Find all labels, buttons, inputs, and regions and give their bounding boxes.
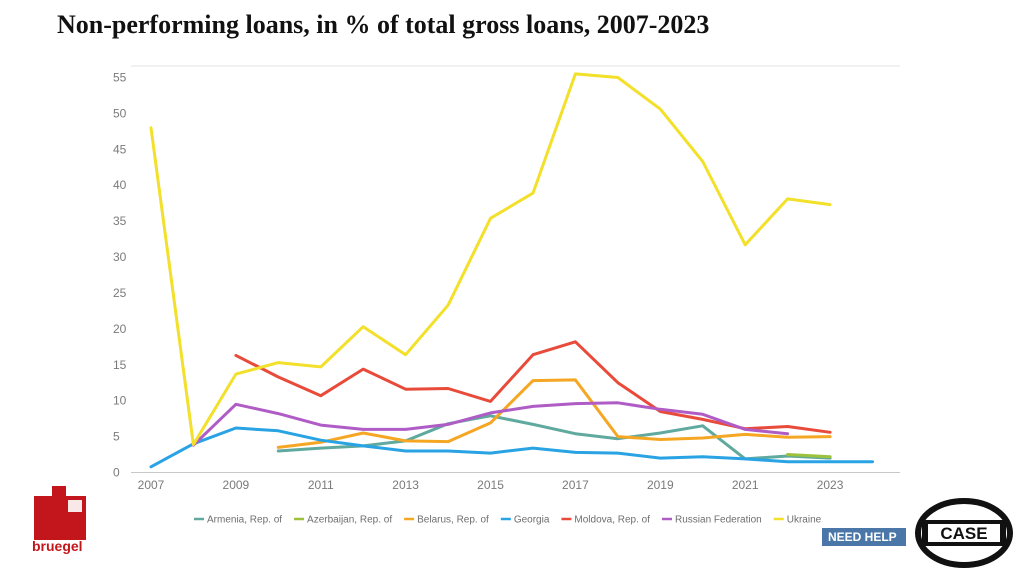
- series-line-belarus-rep-of: [276, 378, 832, 449]
- series-line-georgia: [149, 426, 874, 469]
- x-tick-label: 2011: [308, 478, 334, 492]
- bruegel-logo-text: bruegel: [32, 538, 83, 554]
- y-tick-label: 0: [113, 466, 120, 480]
- x-axis-ticks: 2007 2009 2011 2013 2015 2017 2019 2021 2023: [138, 478, 844, 492]
- x-tick-label: 2015: [477, 478, 504, 492]
- x-tick-label: 2007: [138, 478, 165, 492]
- x-tick-label: 2021: [732, 478, 759, 492]
- x-tick-label: 2009: [223, 478, 250, 492]
- legend-label: Armenia, Rep. of: [207, 515, 282, 526]
- chart-legend: Armenia, Rep. of Azerbaijan, Rep. of Belar…: [194, 515, 822, 526]
- legend-label: Azerbaijan, Rep. of: [307, 515, 392, 526]
- y-tick-label: 30: [113, 250, 127, 264]
- page-title: Non-performing loans, in % of total gros…: [57, 10, 710, 39]
- series-line-moldova-rep-of: [234, 340, 832, 434]
- y-tick-label: 20: [113, 322, 127, 336]
- x-tick-label: 2013: [392, 478, 419, 492]
- y-tick-label: 15: [113, 358, 127, 372]
- series-line-ukraine: [149, 72, 832, 446]
- series-line-russian-federation: [191, 401, 790, 447]
- y-tick-label: 35: [113, 214, 127, 228]
- series-lines: [149, 72, 874, 469]
- y-tick-label: 40: [113, 178, 127, 192]
- legend-label: Russian Federation: [675, 515, 762, 526]
- y-tick-label: 55: [113, 71, 127, 85]
- x-tick-label: 2019: [647, 478, 674, 492]
- y-axis-ticks: 0 5 10 15 20 25 30 35 40 45 50 55: [113, 71, 127, 480]
- legend-label: Belarus, Rep. of: [417, 515, 489, 526]
- series-line-azerbaijan-rep-of: [786, 453, 832, 459]
- y-tick-label: 5: [113, 430, 120, 444]
- x-tick-label: 2023: [817, 478, 844, 492]
- need-help-button[interactable]: NEED HELP: [822, 528, 906, 546]
- y-tick-label: 50: [113, 106, 127, 120]
- bruegel-logo: [34, 486, 86, 540]
- case-logo: CASE: [915, 498, 1013, 568]
- legend-label: Ukraine: [787, 515, 822, 526]
- series-line-armenia-rep-of: [276, 414, 832, 461]
- legend-label: Moldova, Rep. of: [574, 515, 650, 526]
- y-tick-label: 25: [113, 286, 127, 300]
- legend-label: Georgia: [514, 515, 550, 526]
- case-logo-text: CASE: [940, 524, 987, 543]
- x-tick-label: 2017: [562, 478, 589, 492]
- y-tick-label: 10: [113, 394, 127, 408]
- y-tick-label: 45: [113, 142, 127, 156]
